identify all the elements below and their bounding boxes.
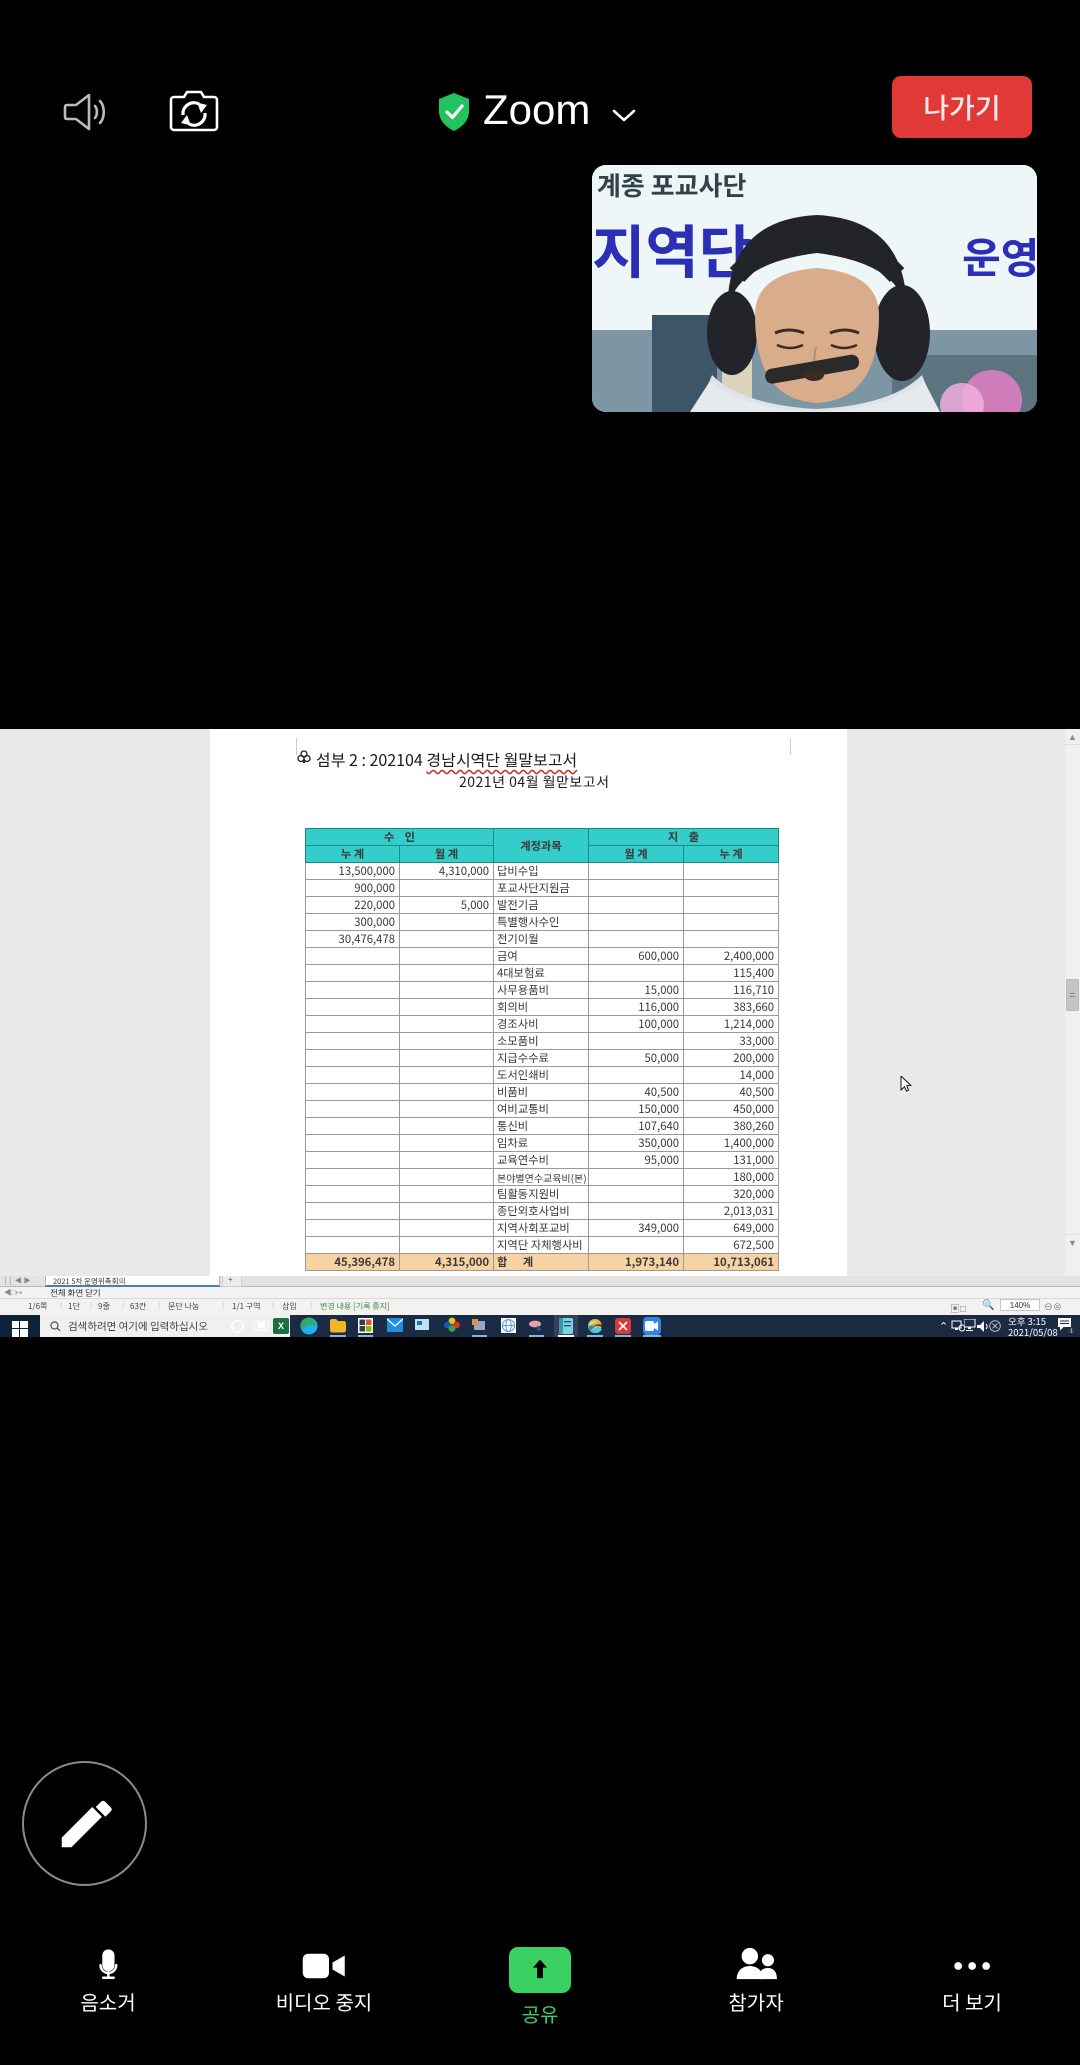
svg-text:운영: 운영 bbox=[962, 225, 1037, 286]
svg-text:계종 포교사단: 계종 포교사단 bbox=[597, 166, 747, 203]
svg-text:1: 1 bbox=[1070, 1329, 1073, 1335]
svg-text:지역단: 지역단 bbox=[592, 206, 752, 290]
